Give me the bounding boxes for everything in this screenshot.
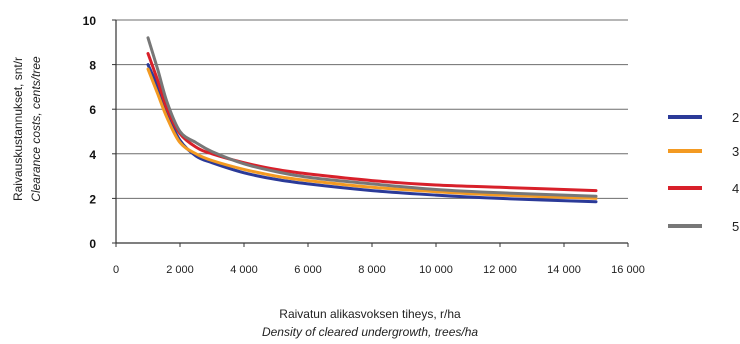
- legend-label-4: 4: [732, 181, 739, 196]
- x-tick-label: 16 000: [611, 264, 645, 276]
- y-tick-label: 2: [89, 192, 96, 206]
- series-line-4: [146, 52, 598, 193]
- series-lines: [146, 36, 598, 204]
- y-tick-labels: 0 2 4 6 8 10: [83, 14, 97, 251]
- legend-label-5: 5: [732, 219, 739, 234]
- legend-label-3: 3: [732, 144, 739, 159]
- series-line-3: [146, 67, 598, 200]
- axes: [112, 19, 629, 247]
- x-tick-label: 10 000: [419, 264, 453, 276]
- x-tick-label: 14 000: [547, 264, 581, 276]
- x-tick-label: 6 000: [294, 264, 322, 276]
- x-tick-label: 12 000: [483, 264, 517, 276]
- y-tick-label: 4: [89, 148, 96, 162]
- x-tick-label: 2 000: [166, 264, 194, 276]
- y-tick-label: 8: [89, 59, 96, 73]
- series-line-5: [146, 36, 598, 198]
- series-line-2: [146, 63, 598, 204]
- y-tick-label: 10: [83, 14, 97, 28]
- y-tick-label: 0: [89, 237, 96, 251]
- y-tick-label: 6: [89, 103, 96, 117]
- legend-label-2: 2: [732, 110, 739, 125]
- legend: 2 3 4 5: [668, 110, 739, 234]
- y-axis-title-english: Clearance costs, cents/tree: [29, 56, 43, 202]
- x-axis-title-english: Density of cleared undergrowth, trees/ha: [262, 325, 478, 339]
- x-tick-label: 4 000: [230, 264, 258, 276]
- gridlines: [116, 19, 628, 199]
- x-tick-label: 8 000: [358, 264, 386, 276]
- x-axis-title: Raivatun alikasvoksen tiheys, r/ha: [279, 307, 461, 321]
- x-tick-labels: 0 2 000 4 000 6 000 8 000 10 000 12 000 14 000 1…: [113, 264, 645, 276]
- y-axis-title: Raivauskustannukset, snt/r: [11, 57, 25, 201]
- x-tick-label: 0: [113, 264, 119, 276]
